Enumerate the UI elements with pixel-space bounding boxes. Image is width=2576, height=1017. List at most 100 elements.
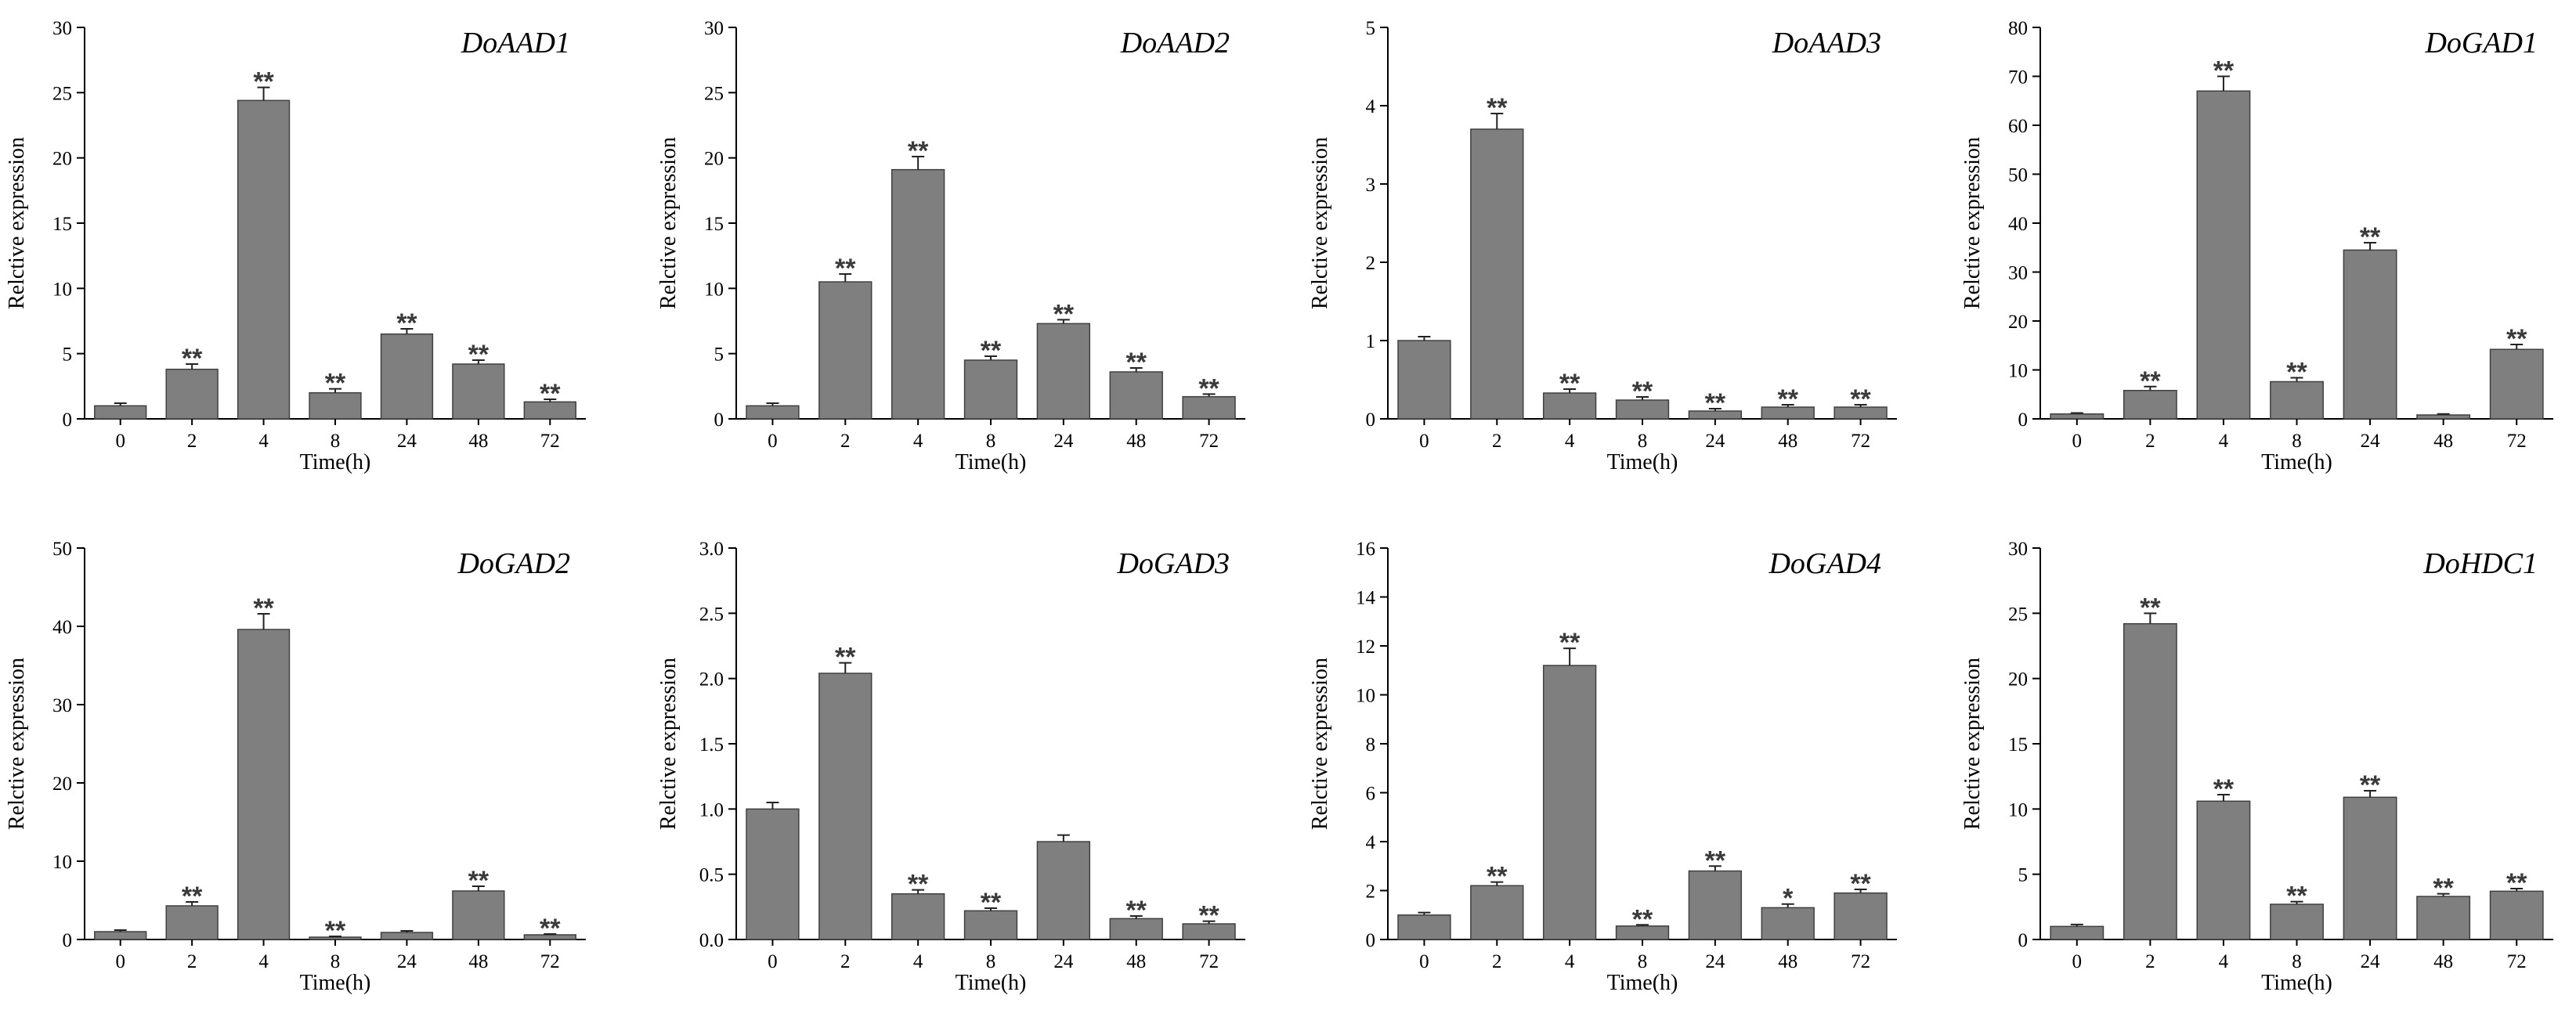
- x-tick-label: 48: [2433, 951, 2453, 972]
- chart-panel-DoAAD3: 0 1 2 3 4 5 Relctive expression 0 ** 2 ** 4 ** 8 ** 24 *…: [1308, 18, 1897, 474]
- x-axis-title: Time(h): [956, 971, 1027, 995]
- y-tick-label: 4: [1366, 96, 1376, 117]
- x-tick-label: 0: [2072, 431, 2083, 452]
- significance-label: **: [1198, 901, 1219, 931]
- x-tick-label: 2: [2145, 431, 2155, 452]
- significance-label: **: [1777, 384, 1798, 414]
- x-tick-label: 48: [1126, 431, 1146, 452]
- x-tick-label: 24: [397, 431, 417, 452]
- x-tick-label: 2: [2145, 951, 2155, 972]
- bar-48: [2416, 414, 2471, 420]
- significance-label: **: [253, 593, 274, 623]
- chart-title: DoGAD3: [1116, 547, 1230, 580]
- bar-48: [452, 363, 505, 420]
- bar-4: [891, 168, 945, 420]
- x-tick-label: 8: [1638, 431, 1648, 452]
- bar-24: [2343, 796, 2397, 940]
- x-tick-label: 24: [1053, 431, 1074, 452]
- y-tick-label: 60: [2008, 116, 2028, 137]
- y-tick-label: 5: [63, 344, 73, 366]
- bar-2: [818, 281, 873, 420]
- bar-8: [2270, 380, 2324, 420]
- x-tick-label: 8: [986, 951, 996, 972]
- significance-label: **: [1125, 896, 1147, 925]
- chart-title: DoGAD4: [1768, 547, 1881, 580]
- y-tick-label: 0.5: [699, 865, 724, 886]
- y-tick-label: 2: [1366, 253, 1376, 274]
- significance-label: **: [540, 379, 561, 409]
- bar-24: [2343, 249, 2397, 420]
- x-tick-label: 48: [1126, 951, 1146, 972]
- y-tick-label: 20: [704, 149, 724, 170]
- y-tick-label: 2.0: [699, 669, 724, 691]
- chart-title: DoGAD1: [2424, 27, 2538, 60]
- y-tick-label: 70: [2008, 67, 2028, 88]
- x-tick-label: 4: [2219, 951, 2229, 972]
- x-tick-label: 8: [331, 951, 341, 972]
- bar-0: [1397, 914, 1451, 940]
- y-tick-label: 10: [2008, 799, 2028, 820]
- y-tick-label: 10: [52, 279, 72, 300]
- bar-48: [2416, 896, 2471, 940]
- y-tick-label: 0: [1366, 409, 1376, 431]
- significance-label: **: [2286, 882, 2307, 911]
- y-tick-label: 30: [2008, 539, 2028, 560]
- bar-4: [237, 99, 291, 420]
- bar-2: [165, 368, 219, 420]
- significance-label: **: [981, 336, 1002, 366]
- significance-label: **: [1487, 862, 1508, 892]
- bar-72: [1834, 892, 1888, 940]
- y-tick-label: 30: [52, 695, 72, 716]
- y-tick-label: 80: [2008, 18, 2028, 39]
- y-tick-label: 14: [1356, 588, 1376, 609]
- significance-label: **: [1198, 373, 1219, 403]
- x-tick-label: 24: [397, 951, 417, 972]
- y-tick-label: 15: [2008, 734, 2028, 756]
- x-tick-label: 72: [1199, 431, 1219, 452]
- significance-label: **: [2213, 56, 2235, 86]
- y-tick-label: 5: [1366, 18, 1376, 39]
- bar-0: [2050, 925, 2105, 940]
- y-tick-label: 15: [704, 214, 724, 235]
- x-tick-label: 2: [840, 951, 851, 972]
- x-tick-label: 24: [1705, 951, 1725, 972]
- x-tick-label: 8: [2292, 951, 2302, 972]
- bar-24: [1688, 870, 1743, 940]
- significance-label: **: [253, 67, 274, 97]
- y-tick-label: 40: [2008, 214, 2028, 235]
- y-tick-label: 30: [52, 18, 72, 39]
- bar-0: [2050, 413, 2105, 420]
- y-tick-label: 50: [2008, 165, 2028, 186]
- y-tick-label: 0: [63, 930, 73, 951]
- x-axis-title: Time(h): [2261, 450, 2332, 474]
- bar-0: [94, 931, 147, 940]
- y-tick-label: 10: [1356, 686, 1375, 707]
- significance-label: **: [1559, 628, 1581, 658]
- bar-2: [2123, 390, 2177, 420]
- x-tick-label: 4: [258, 431, 269, 452]
- significance-label: **: [835, 643, 856, 673]
- bar-4: [1542, 665, 1597, 940]
- y-tick-label: 25: [704, 83, 724, 104]
- x-tick-label: 4: [2219, 431, 2229, 452]
- chart-title: DoAAD1: [461, 27, 570, 60]
- y-tick-label: 0: [2018, 930, 2029, 951]
- y-tick-label: 4: [1366, 832, 1376, 853]
- y-tick-label: 3: [1366, 175, 1376, 196]
- significance-label: **: [2286, 358, 2307, 388]
- y-tick-label: 20: [52, 774, 72, 795]
- significance-label: **: [182, 882, 203, 911]
- x-tick-label: 4: [1565, 431, 1575, 452]
- x-tick-label: 48: [468, 431, 488, 452]
- significance-label: **: [2506, 324, 2527, 354]
- y-tick-label: 0.0: [699, 930, 724, 951]
- x-tick-label: 4: [913, 951, 923, 972]
- significance-label: **: [1125, 348, 1147, 377]
- significance-label: **: [1632, 377, 1653, 406]
- y-tick-label: 0: [63, 409, 73, 431]
- significance-label: **: [182, 344, 203, 373]
- y-tick-label: 6: [1366, 784, 1376, 805]
- x-tick-label: 4: [258, 951, 269, 972]
- x-tick-label: 48: [468, 951, 488, 972]
